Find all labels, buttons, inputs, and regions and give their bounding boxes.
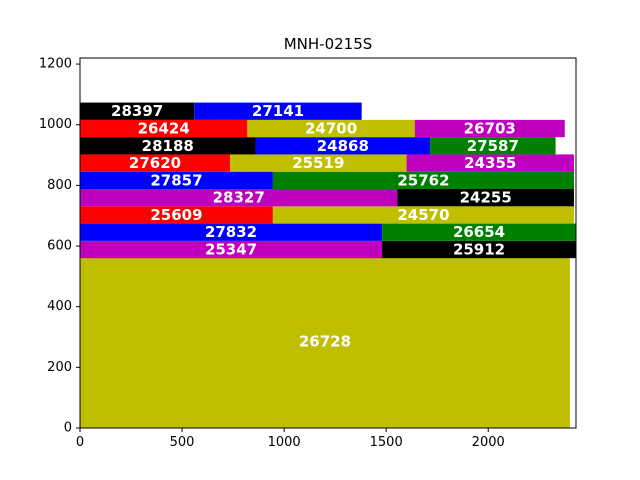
x-tick-label: 2000 bbox=[472, 435, 505, 450]
bar-26728 bbox=[80, 255, 570, 428]
bar-label: 27857 bbox=[150, 171, 202, 189]
bar-label: 27832 bbox=[205, 223, 257, 241]
bar-label: 24255 bbox=[460, 189, 512, 207]
y-axis: 0 200 400 600 800 1000 1200 bbox=[39, 57, 80, 436]
bar-label: 26424 bbox=[138, 120, 190, 138]
bar-label: 24700 bbox=[305, 120, 357, 138]
bar-27141 bbox=[194, 102, 362, 120]
bar-25762 bbox=[272, 171, 574, 190]
bar-26424 bbox=[80, 119, 248, 138]
y-tick-label: 600 bbox=[47, 239, 72, 254]
bar-label: 25609 bbox=[150, 206, 202, 224]
x-tick-label: 1500 bbox=[370, 435, 403, 450]
bar-label: 25912 bbox=[453, 241, 505, 259]
bar-25519 bbox=[230, 154, 407, 172]
bar-27587 bbox=[430, 137, 556, 155]
bars-layer bbox=[80, 102, 576, 428]
x-tick-label: 500 bbox=[170, 435, 195, 450]
y-tick-label: 200 bbox=[47, 360, 72, 375]
bar-27857 bbox=[80, 171, 273, 190]
bar-24700 bbox=[247, 119, 415, 138]
bar-27620 bbox=[80, 154, 231, 172]
bar-label: 27620 bbox=[129, 154, 181, 172]
x-axis: 0 500 1000 1500 2000 bbox=[76, 428, 505, 450]
bar-labels-layer: 26728 25347 25912 27832 26654 25609 24570 28327… bbox=[111, 102, 519, 350]
y-tick-label: 800 bbox=[47, 178, 72, 193]
bar-label: 24355 bbox=[464, 154, 516, 172]
bar-label: 27587 bbox=[467, 137, 519, 155]
bar-label: 28397 bbox=[111, 102, 163, 120]
bar-label: 25519 bbox=[292, 154, 344, 172]
bar-28188 bbox=[80, 137, 256, 155]
bar-28397 bbox=[80, 102, 195, 120]
bar-26703 bbox=[414, 119, 565, 138]
bar-28327 bbox=[80, 189, 398, 207]
y-tick-label: 400 bbox=[47, 299, 72, 314]
bar-label: 26703 bbox=[464, 120, 516, 138]
bar-24570 bbox=[272, 206, 574, 224]
chart-title: MNH-0215S bbox=[284, 35, 373, 53]
bar-26654 bbox=[382, 223, 576, 241]
bar-25347 bbox=[80, 240, 383, 259]
bar-label: 25762 bbox=[397, 171, 449, 189]
bar-27832 bbox=[80, 223, 383, 241]
y-tick-label: 0 bbox=[64, 421, 72, 436]
bar-24255 bbox=[397, 189, 574, 207]
bar-label: 28327 bbox=[213, 189, 265, 207]
y-tick-label: 1200 bbox=[39, 57, 72, 72]
bar-label: 25347 bbox=[205, 241, 257, 259]
plot-frame bbox=[79, 57, 577, 429]
bar-label: 26728 bbox=[299, 333, 351, 351]
bar-25912 bbox=[382, 240, 576, 259]
bar-label: 24868 bbox=[317, 137, 369, 155]
bar-label: 26654 bbox=[453, 223, 505, 241]
bar-24868 bbox=[255, 137, 431, 155]
y-tick-label: 1000 bbox=[39, 117, 72, 132]
bar-label: 24570 bbox=[397, 206, 449, 224]
bar-label: 28188 bbox=[142, 137, 194, 155]
x-tick-label: 1000 bbox=[268, 435, 301, 450]
bar-24355 bbox=[406, 154, 574, 172]
bar-25609 bbox=[80, 206, 273, 224]
x-tick-label: 0 bbox=[76, 435, 84, 450]
bar-label: 27141 bbox=[252, 102, 304, 120]
